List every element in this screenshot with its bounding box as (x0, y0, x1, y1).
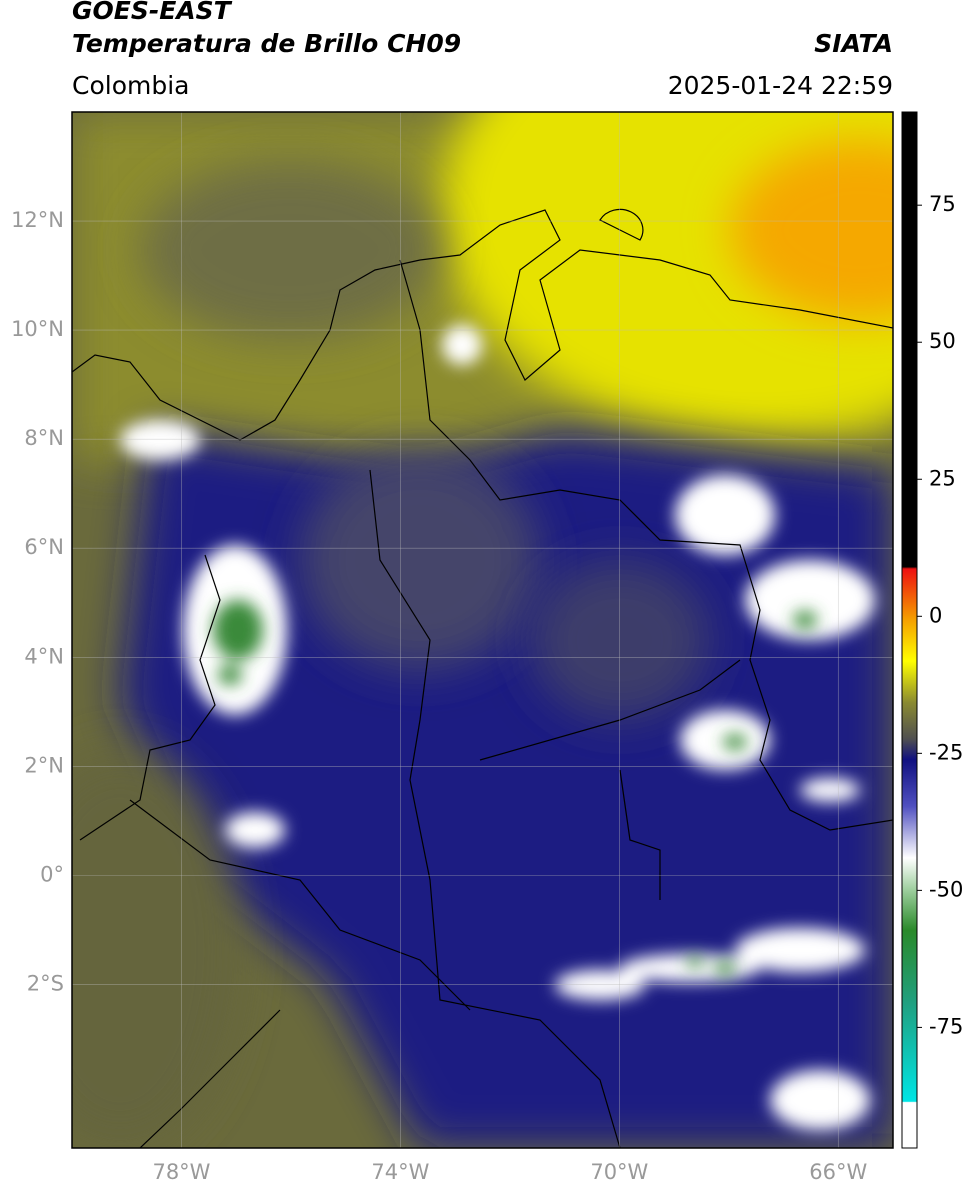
lat-tick-label: 4°N (24, 644, 64, 668)
lon-tick-label: 74°W (371, 1160, 429, 1184)
colorbar-tick-label: -25 (929, 740, 963, 764)
source: SIATA (814, 29, 893, 58)
lat-tick-label: 2°S (27, 971, 64, 995)
datetime: 2025-01-24 22:59 (668, 71, 893, 100)
colorbar-tick-label: -75 (929, 1014, 963, 1038)
colorbar-tick-label: 75 (929, 192, 956, 216)
colorbar-tick-label: 0 (929, 603, 942, 627)
subtitle: Temperatura de Brillo CH09 (72, 29, 461, 58)
colorbar-tick-label: -50 (929, 877, 963, 901)
lat-tick-label: 6°N (24, 535, 64, 559)
title: GOES-EAST (72, 0, 233, 25)
lat-tick-label: 8°N (24, 426, 64, 450)
lon-tick-label: 70°W (590, 1160, 648, 1184)
lat-tick-label: 12°N (11, 208, 64, 232)
lat-tick-label: 2°N (24, 753, 64, 777)
region: Colombia (72, 71, 189, 100)
lon-tick-label: 78°W (152, 1160, 210, 1184)
satellite-image (72, 112, 893, 1148)
colorbar-tick-label: 25 (929, 466, 956, 490)
colorbar (901, 111, 918, 1149)
map-frame (71, 111, 894, 1149)
lat-tick-label: 0° (40, 862, 64, 886)
colorbar-tick-label: 50 (929, 329, 956, 353)
lon-tick-label: 66°W (809, 1160, 867, 1184)
lat-tick-label: 10°N (11, 317, 64, 341)
